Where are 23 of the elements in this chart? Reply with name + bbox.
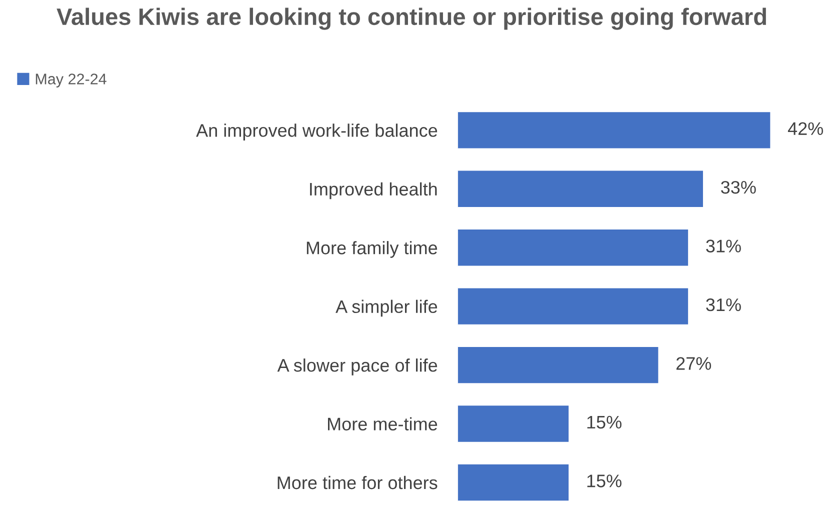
data-label: 15% <box>587 416 622 429</box>
bar <box>457 404 570 444</box>
data-label: 33% <box>721 180 756 194</box>
y-tick-label: An improved work-life balance <box>196 124 438 140</box>
data-label: 15% <box>587 474 622 488</box>
data-label: 27% <box>676 357 712 370</box>
y-tick-label: Improved health <box>310 182 437 200</box>
data-label: 31% <box>706 240 741 252</box>
bar <box>457 286 690 326</box>
y-tick-label: A simpler life <box>336 300 438 317</box>
chart-title: Values Kiwis are looking to continue or prioritise going forward <box>56 8 766 30</box>
bar <box>457 462 570 502</box>
legend-label: May 22-24 <box>36 74 106 88</box>
y-tick-label: More time for others <box>278 476 438 490</box>
bar <box>457 228 690 268</box>
y-tick-label: More me-time <box>328 417 438 430</box>
bar <box>457 169 704 208</box>
bar <box>457 346 660 385</box>
data-label: 31% <box>706 298 741 312</box>
y-tick-label: A slower pace of life <box>277 358 438 376</box>
data-label: 42% <box>788 122 824 135</box>
bar <box>457 110 772 150</box>
y-tick-label: More family time <box>306 241 438 258</box>
